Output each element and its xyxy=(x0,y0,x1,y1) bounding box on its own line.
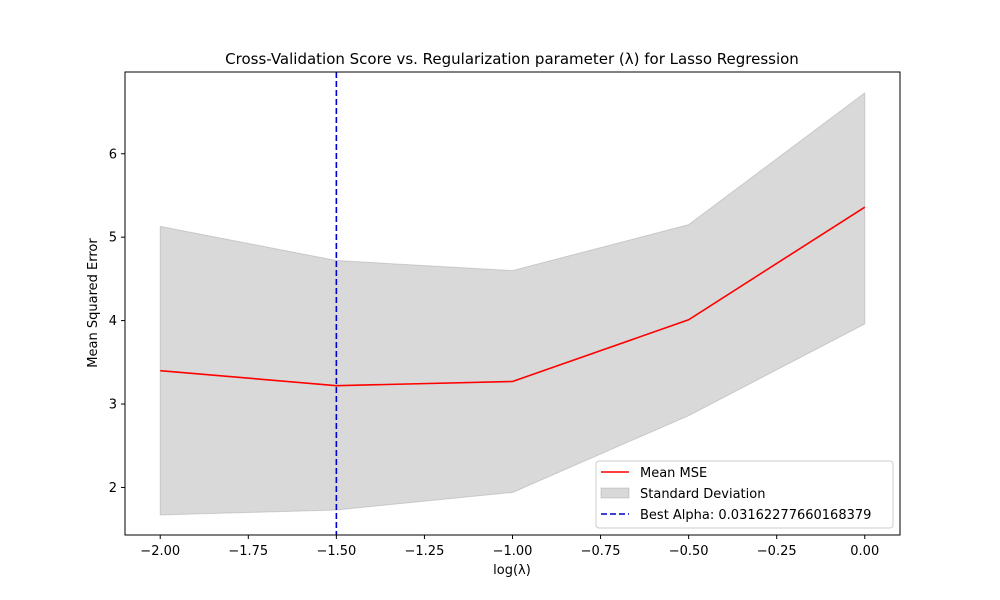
x-axis: −2.00 −1.75 −1.50 −1.25 −1.00 −0.75 −0.50 −0.25… xyxy=(140,535,879,559)
plot-area xyxy=(159,72,866,535)
x-tick-label: −0.50 xyxy=(669,544,709,559)
y-axis-label: Mean Squared Error xyxy=(86,238,101,368)
y-tick-label: 6 xyxy=(109,147,117,162)
legend-label: Standard Deviation xyxy=(640,487,765,502)
y-axis: 2 3 4 5 6 xyxy=(109,147,125,496)
x-tick-label: −1.25 xyxy=(405,544,445,559)
y-tick-label: 2 xyxy=(109,481,117,496)
legend: Mean MSE Standard Deviation Best Alpha: 0.… xyxy=(595,460,894,529)
legend-box xyxy=(595,460,894,529)
y-tick-label: 5 xyxy=(109,231,117,246)
x-tick-label: −1.00 xyxy=(493,544,533,559)
legend-label: Best Alpha: 0.03162277660168379 xyxy=(640,508,871,523)
x-tick-label: 0.00 xyxy=(850,544,879,559)
legend-label: Mean MSE xyxy=(640,466,707,481)
x-axis-label: log(λ) xyxy=(493,563,531,578)
x-tick-label: −1.50 xyxy=(316,544,356,559)
chart-title: Cross-Validation Score vs. Regularizatio… xyxy=(225,50,799,68)
mean-mse-line xyxy=(160,206,866,387)
x-tick-label: −0.25 xyxy=(757,544,797,559)
legend-swatch-std xyxy=(600,487,630,499)
x-tick-label: −2.00 xyxy=(140,544,180,559)
y-tick-label: 4 xyxy=(109,314,117,329)
y-tick-label: 3 xyxy=(109,398,117,413)
std-band xyxy=(159,91,866,516)
x-tick-label: −1.75 xyxy=(228,544,268,559)
x-tick-label: −0.75 xyxy=(581,544,621,559)
